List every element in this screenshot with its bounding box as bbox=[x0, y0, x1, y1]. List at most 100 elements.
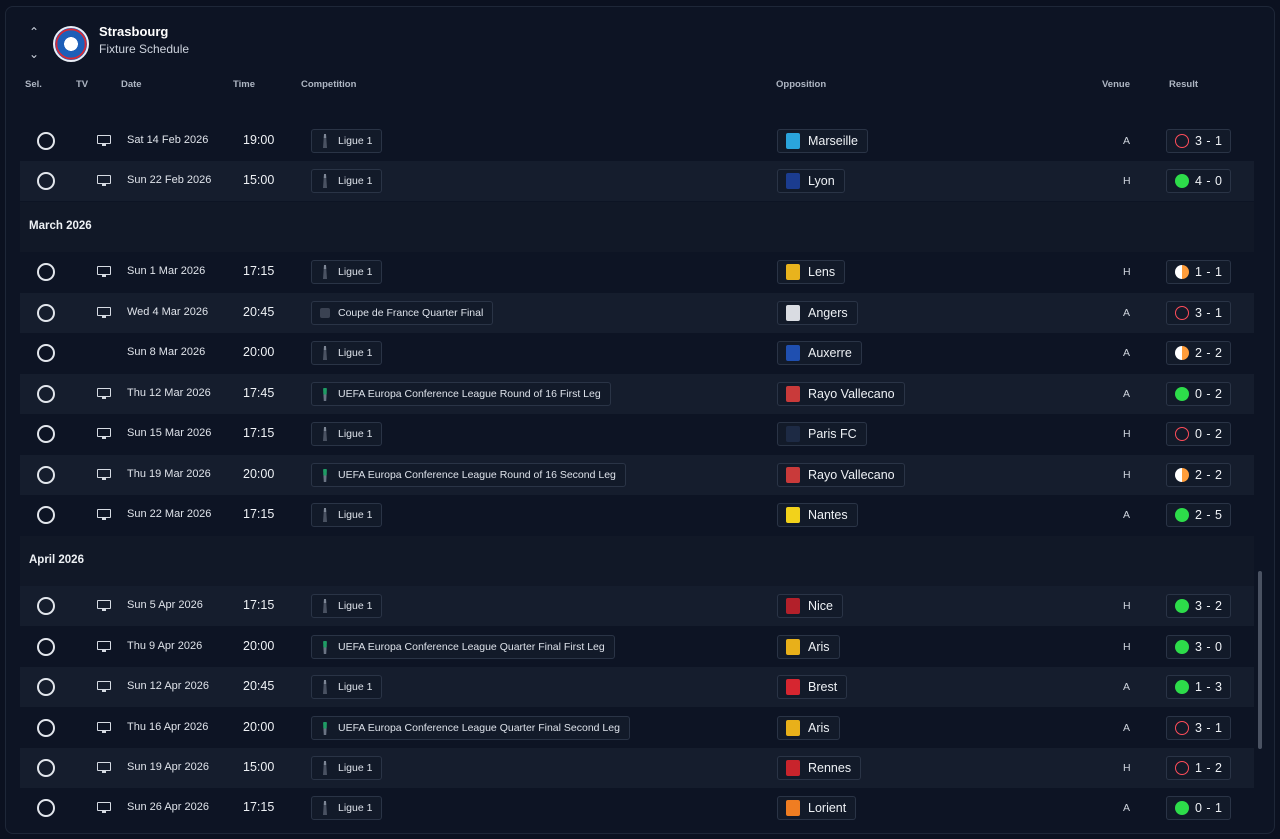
opposition-chip[interactable]: Brest bbox=[777, 675, 848, 699]
fixture-date: Sun 12 Apr 2026 bbox=[127, 680, 209, 692]
competition-chip[interactable]: Ligue 1 bbox=[311, 756, 383, 780]
select-radio[interactable] bbox=[37, 719, 55, 737]
result-chip[interactable]: 3 - 1 bbox=[1166, 129, 1231, 153]
column-header-time[interactable]: Time bbox=[233, 79, 256, 90]
table-row[interactable]: Sun 22 Feb 2026 15:00 Ligue 1 Lyon H 4 - 0 bbox=[20, 161, 1254, 201]
select-radio[interactable] bbox=[37, 304, 55, 322]
select-radio[interactable] bbox=[37, 385, 55, 403]
competition-chip[interactable]: Ligue 1 bbox=[311, 422, 383, 446]
select-radio[interactable] bbox=[37, 638, 55, 656]
opposition-chip[interactable]: Paris FC bbox=[777, 422, 867, 446]
competition-chip[interactable]: Ligue 1 bbox=[311, 129, 383, 153]
competition-chip[interactable]: Ligue 1 bbox=[311, 796, 383, 820]
result-chip[interactable]: 2 - 5 bbox=[1166, 503, 1231, 527]
venue: A bbox=[1123, 347, 1131, 359]
competition-chip[interactable]: UEFA Europa Conference League Quarter Fi… bbox=[311, 716, 630, 740]
column-header-date[interactable]: Date bbox=[121, 79, 142, 90]
select-radio[interactable] bbox=[37, 678, 55, 696]
result-chip[interactable]: 3 - 0 bbox=[1166, 635, 1231, 659]
competition-chip[interactable]: Ligue 1 bbox=[311, 260, 383, 284]
select-radio[interactable] bbox=[37, 425, 55, 443]
table-row[interactable]: Sun 12 Apr 2026 20:45 Ligue 1 Brest A 1 - 3 bbox=[20, 667, 1254, 707]
competition-chip[interactable]: UEFA Europa Conference League Round of 1… bbox=[311, 463, 626, 487]
nav-arrows: ⌃ ⌄ bbox=[26, 25, 42, 65]
opposition-chip[interactable]: Lyon bbox=[777, 169, 845, 193]
select-radio[interactable] bbox=[37, 466, 55, 484]
result-chip[interactable]: 4 - 0 bbox=[1166, 169, 1231, 193]
column-header-competition[interactable]: Competition bbox=[301, 79, 357, 90]
select-radio[interactable] bbox=[37, 172, 55, 190]
table-row[interactable]: Thu 16 Apr 2026 20:00 UEFA Europa Conferen… bbox=[20, 708, 1254, 748]
competition-chip[interactable]: Ligue 1 bbox=[311, 503, 383, 527]
competition-name: Ligue 1 bbox=[338, 347, 373, 359]
result-chip[interactable]: 0 - 1 bbox=[1166, 796, 1231, 820]
column-header-result[interactable]: Result bbox=[1169, 79, 1199, 90]
result-chip[interactable]: 3 - 1 bbox=[1166, 301, 1231, 325]
select-radio[interactable] bbox=[37, 132, 55, 150]
result-chip[interactable]: 0 - 2 bbox=[1166, 422, 1231, 446]
table-row[interactable]: Wed 4 Mar 2026 20:45 Coupe de France Quart… bbox=[20, 293, 1254, 333]
column-header-tv[interactable]: TV bbox=[76, 79, 89, 90]
result-chip[interactable]: 2 - 2 bbox=[1166, 341, 1231, 365]
score: 2 - 5 bbox=[1195, 508, 1223, 522]
column-header-venue[interactable]: Venue bbox=[1102, 79, 1130, 90]
result-chip[interactable]: 3 - 2 bbox=[1166, 594, 1231, 618]
opposition-chip[interactable]: Marseille bbox=[777, 129, 869, 153]
opposition-chip[interactable]: Lens bbox=[777, 260, 846, 284]
opposition-chip[interactable]: Auxerre bbox=[777, 341, 862, 365]
opposition-chip[interactable]: Nantes bbox=[777, 503, 858, 527]
select-radio[interactable] bbox=[37, 263, 55, 281]
score: 3 - 2 bbox=[1195, 599, 1223, 613]
select-radio[interactable] bbox=[37, 759, 55, 777]
table-row[interactable]: Thu 19 Mar 2026 20:00 UEFA Europa Conferen… bbox=[20, 455, 1254, 495]
result-chip[interactable]: 3 - 1 bbox=[1166, 716, 1231, 740]
competition-chip[interactable]: Ligue 1 bbox=[311, 169, 383, 193]
table-row[interactable]: Thu 12 Mar 2026 17:45 UEFA Europa Conferen… bbox=[20, 374, 1254, 414]
opponent-name: Nice bbox=[808, 599, 834, 613]
competition-chip[interactable]: UEFA Europa Conference League Round of 1… bbox=[311, 382, 611, 406]
select-radio[interactable] bbox=[37, 597, 55, 615]
table-row[interactable]: Sun 5 Apr 2026 17:15 Ligue 1 Nice H 3 - 2 bbox=[20, 586, 1254, 626]
table-row[interactable]: Sun 22 Mar 2026 17:15 Ligue 1 Nantes A 2 - 5 bbox=[20, 495, 1254, 535]
chevron-up-icon[interactable]: ⌃ bbox=[28, 25, 40, 39]
opposition-chip[interactable]: Rennes bbox=[777, 756, 862, 780]
opposition-chip[interactable]: Rayo Vallecano bbox=[777, 382, 905, 406]
select-radio[interactable] bbox=[37, 799, 55, 817]
table-row[interactable]: Sun 8 Mar 2026 20:00 Ligue 1 Auxerre A 2 - 2 bbox=[20, 333, 1254, 373]
competition-chip[interactable]: Ligue 1 bbox=[311, 594, 383, 618]
column-header-sel[interactable]: Sel. bbox=[25, 79, 42, 90]
opponent-name: Angers bbox=[808, 306, 848, 320]
club-name[interactable]: Strasbourg bbox=[99, 24, 169, 39]
table-row[interactable]: Sun 1 Mar 2026 17:15 Ligue 1 Lens H 1 - 1 bbox=[20, 252, 1254, 292]
opposition-chip[interactable]: Nice bbox=[777, 594, 844, 618]
table-row[interactable]: Sun 26 Apr 2026 17:15 Ligue 1 Lorient A 0 - 1 bbox=[20, 788, 1254, 828]
table-row[interactable]: Sun 19 Apr 2026 15:00 Ligue 1 Rennes H 1 - 2 bbox=[20, 748, 1254, 788]
opposition-chip[interactable]: Aris bbox=[777, 716, 840, 740]
competition-chip[interactable]: Ligue 1 bbox=[311, 675, 383, 699]
chevron-down-icon[interactable]: ⌄ bbox=[28, 47, 40, 61]
competition-chip[interactable]: UEFA Europa Conference League Quarter Fi… bbox=[311, 635, 615, 659]
result-chip[interactable]: 0 - 2 bbox=[1166, 382, 1231, 406]
score: 3 - 1 bbox=[1195, 306, 1223, 320]
result-chip[interactable]: 2 - 2 bbox=[1166, 463, 1231, 487]
opposition-chip[interactable]: Angers bbox=[777, 301, 858, 325]
select-radio[interactable] bbox=[37, 344, 55, 362]
opponent-name: Lorient bbox=[808, 801, 847, 815]
table-row[interactable]: Thu 9 Apr 2026 20:00 UEFA Europa Conferenc… bbox=[20, 627, 1254, 667]
club-crest-icon bbox=[786, 426, 800, 442]
scrollbar[interactable] bbox=[1258, 571, 1262, 749]
select-radio[interactable] bbox=[37, 506, 55, 524]
table-row[interactable]: Sun 15 Mar 2026 17:15 Ligue 1 Paris FC H 0 - … bbox=[20, 414, 1254, 454]
competition-chip[interactable]: Coupe de France Quarter Final bbox=[311, 301, 494, 325]
fixture-date: Sun 15 Mar 2026 bbox=[127, 427, 212, 439]
result-loss-icon bbox=[1175, 721, 1189, 735]
result-chip[interactable]: 1 - 3 bbox=[1166, 675, 1231, 699]
column-header-opposition[interactable]: Opposition bbox=[776, 79, 827, 90]
opposition-chip[interactable]: Rayo Vallecano bbox=[777, 463, 905, 487]
opposition-chip[interactable]: Aris bbox=[777, 635, 840, 659]
opposition-chip[interactable]: Lorient bbox=[777, 796, 857, 820]
result-chip[interactable]: 1 - 2 bbox=[1166, 756, 1231, 780]
competition-chip[interactable]: Ligue 1 bbox=[311, 341, 383, 365]
table-row[interactable]: Sat 14 Feb 2026 19:00 Ligue 1 Marseille A 3 -… bbox=[20, 121, 1254, 161]
result-chip[interactable]: 1 - 1 bbox=[1166, 260, 1231, 284]
